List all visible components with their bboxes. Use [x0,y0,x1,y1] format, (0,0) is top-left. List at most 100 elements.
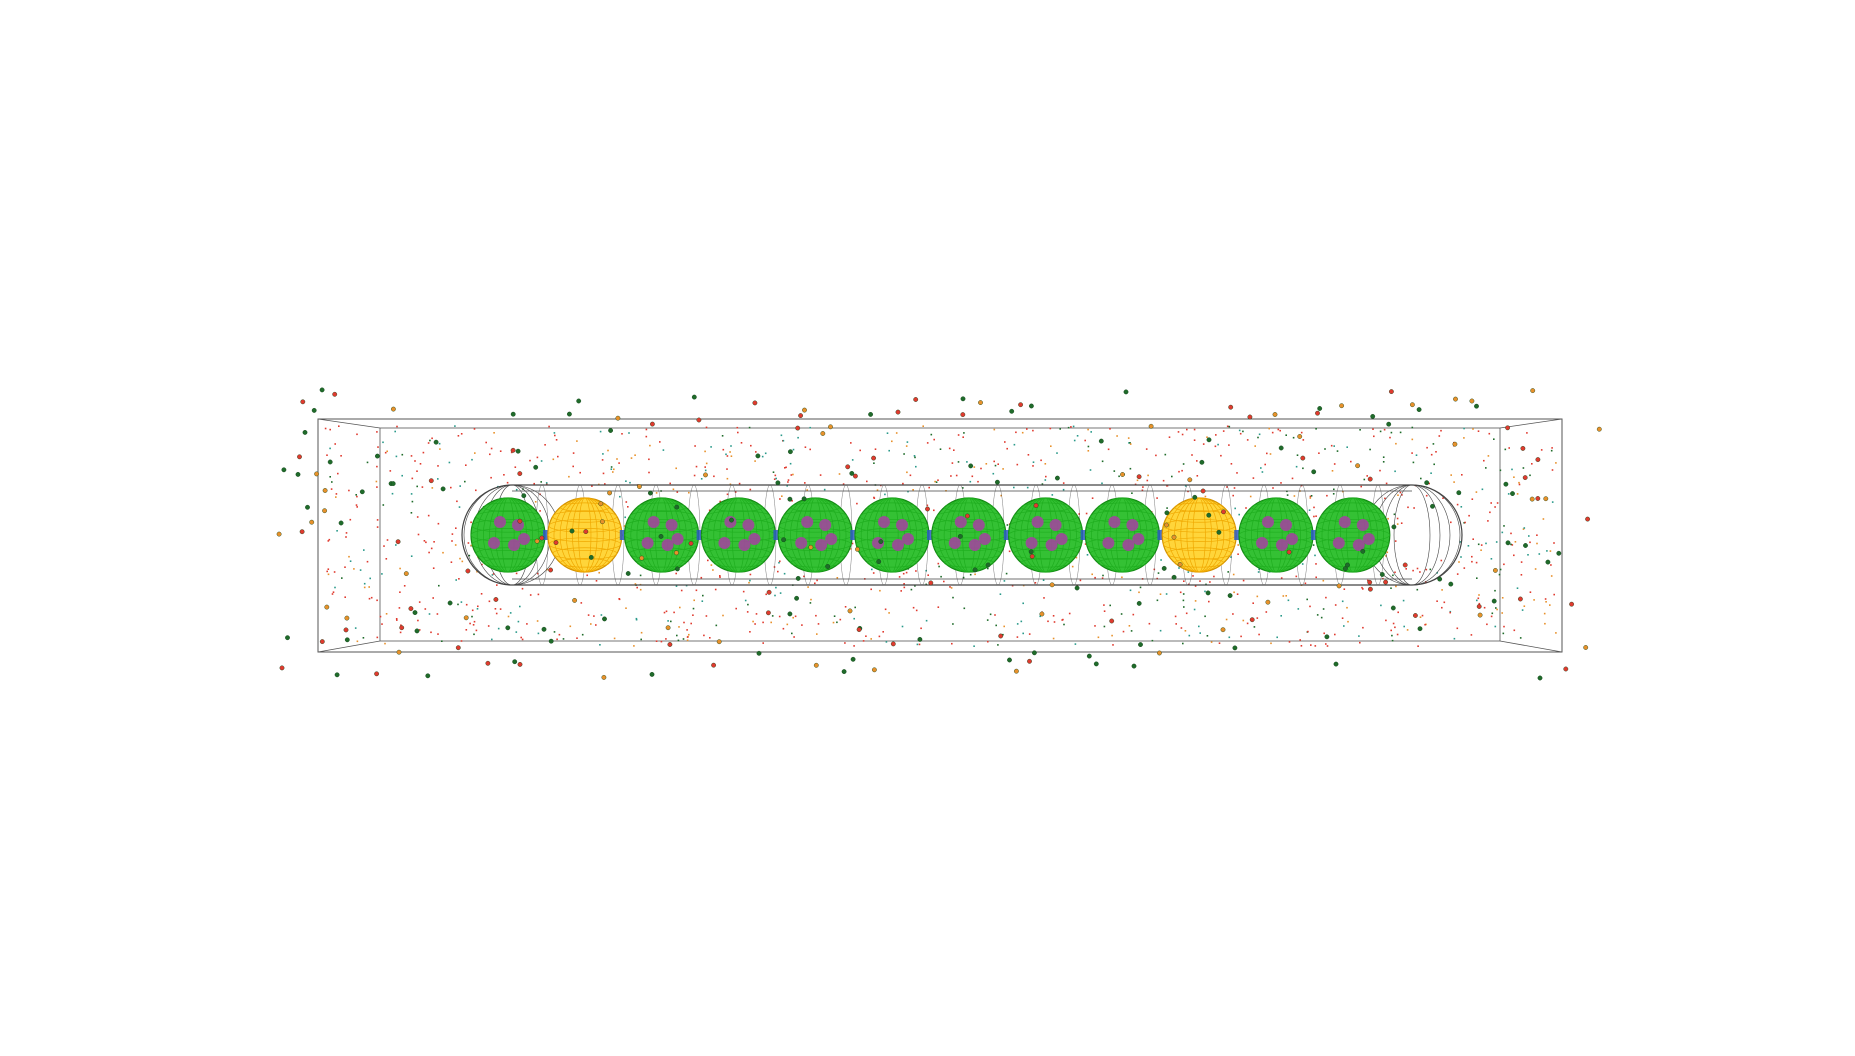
particle-dot [1332,493,1335,495]
particle-dot [1443,601,1446,604]
particle-dot [1026,428,1028,430]
particle-bead [1049,582,1055,588]
inner-blob [641,537,654,549]
particle-dot [349,518,352,521]
particle-dot [1280,577,1283,579]
particle-bead [322,488,328,493]
particle-dot [692,607,695,610]
particle-dot [915,609,918,612]
particle-bead [787,496,793,502]
particle-bead [802,407,807,413]
particle-dot [1071,565,1074,568]
sphere-yellow [547,497,626,573]
particle-bead [766,589,772,595]
particle-dot [1204,590,1206,593]
particle-dot [1006,447,1008,450]
particle-dot [1295,465,1298,468]
particle-dot [992,472,995,475]
particle-dot [580,602,583,604]
particle-dot [1511,468,1513,471]
sphere-connector [1311,530,1317,540]
particle-dot [926,504,929,507]
particle-dot [1228,636,1231,639]
particle-dot [1407,506,1409,509]
particle-dot [499,608,502,610]
particle-dot [678,626,680,628]
particle-dot [473,428,476,430]
particle-dot [1362,588,1364,590]
particle-bead [485,660,491,666]
particle-dot [1041,483,1044,485]
particle-dot [427,442,430,444]
particle-dot [458,506,461,508]
particle-dot [1072,425,1075,428]
sphere-latitude [1090,510,1155,523]
particle-dot [780,434,783,437]
particle-dot [670,620,672,623]
particle-dot [1138,591,1140,594]
particle-bead [1477,612,1483,618]
particle-dot [686,629,688,631]
particle-dot [1503,563,1505,566]
particle-dot [715,624,718,627]
particle-dot [1308,509,1311,511]
particle-dot [793,636,795,638]
sphere-longitude [937,497,1000,573]
particle-bead [324,604,330,610]
particle-dot [376,465,378,468]
particle-dot [1089,469,1092,471]
particle-dot [1233,591,1235,594]
particle-dot [1550,564,1552,566]
particle-dot [1514,541,1517,543]
particle-dot [1015,431,1017,434]
particle-dot [779,560,781,563]
particle-dot [613,637,616,640]
particle-dot [1510,543,1512,546]
inner-blob [892,539,904,551]
particle-dot [1074,643,1077,645]
particle-dot [695,589,698,592]
particle-dot [710,446,712,448]
particle-dot [335,496,337,498]
particle-dot [399,567,401,570]
particle-dot [474,452,476,454]
particle-dot [411,477,414,480]
inner-blob [878,516,890,528]
particle-dot [1477,597,1480,600]
particle-dot [660,640,663,643]
sphere-longitude [553,497,616,573]
sphere-latitude [636,557,687,568]
sphere-green [931,497,1010,573]
particle-bead [1503,481,1509,487]
particle-bead [414,628,420,634]
particle-dot [1246,439,1249,441]
particle-dot [648,458,650,461]
particle-bead [1402,562,1408,568]
particle-dot [619,495,621,498]
sphere-latitude [483,557,533,568]
particle-bead [1413,613,1418,618]
particle-dot [676,634,678,637]
particle-dot [1490,502,1492,504]
particle-bead [1370,413,1376,419]
particle-dot [1553,542,1555,544]
particle-dot [595,624,597,626]
particle-dot [537,593,540,596]
particle-dot [1230,463,1233,465]
particle-dot [1343,588,1346,590]
particle-dot [548,425,550,428]
particle-dot [618,598,621,601]
particle-dot [633,645,635,647]
particle-dot [1270,642,1272,645]
particle-bead [465,568,471,574]
particle-dot [363,582,366,585]
particle-dot [1412,461,1415,464]
particle-dot [1309,605,1311,608]
particle-dot [1490,615,1493,618]
particle-dot [842,483,845,485]
particle-bead [849,470,855,476]
particle-dot [639,574,642,577]
particle-dot [1053,621,1056,623]
particle-dot [773,478,776,480]
